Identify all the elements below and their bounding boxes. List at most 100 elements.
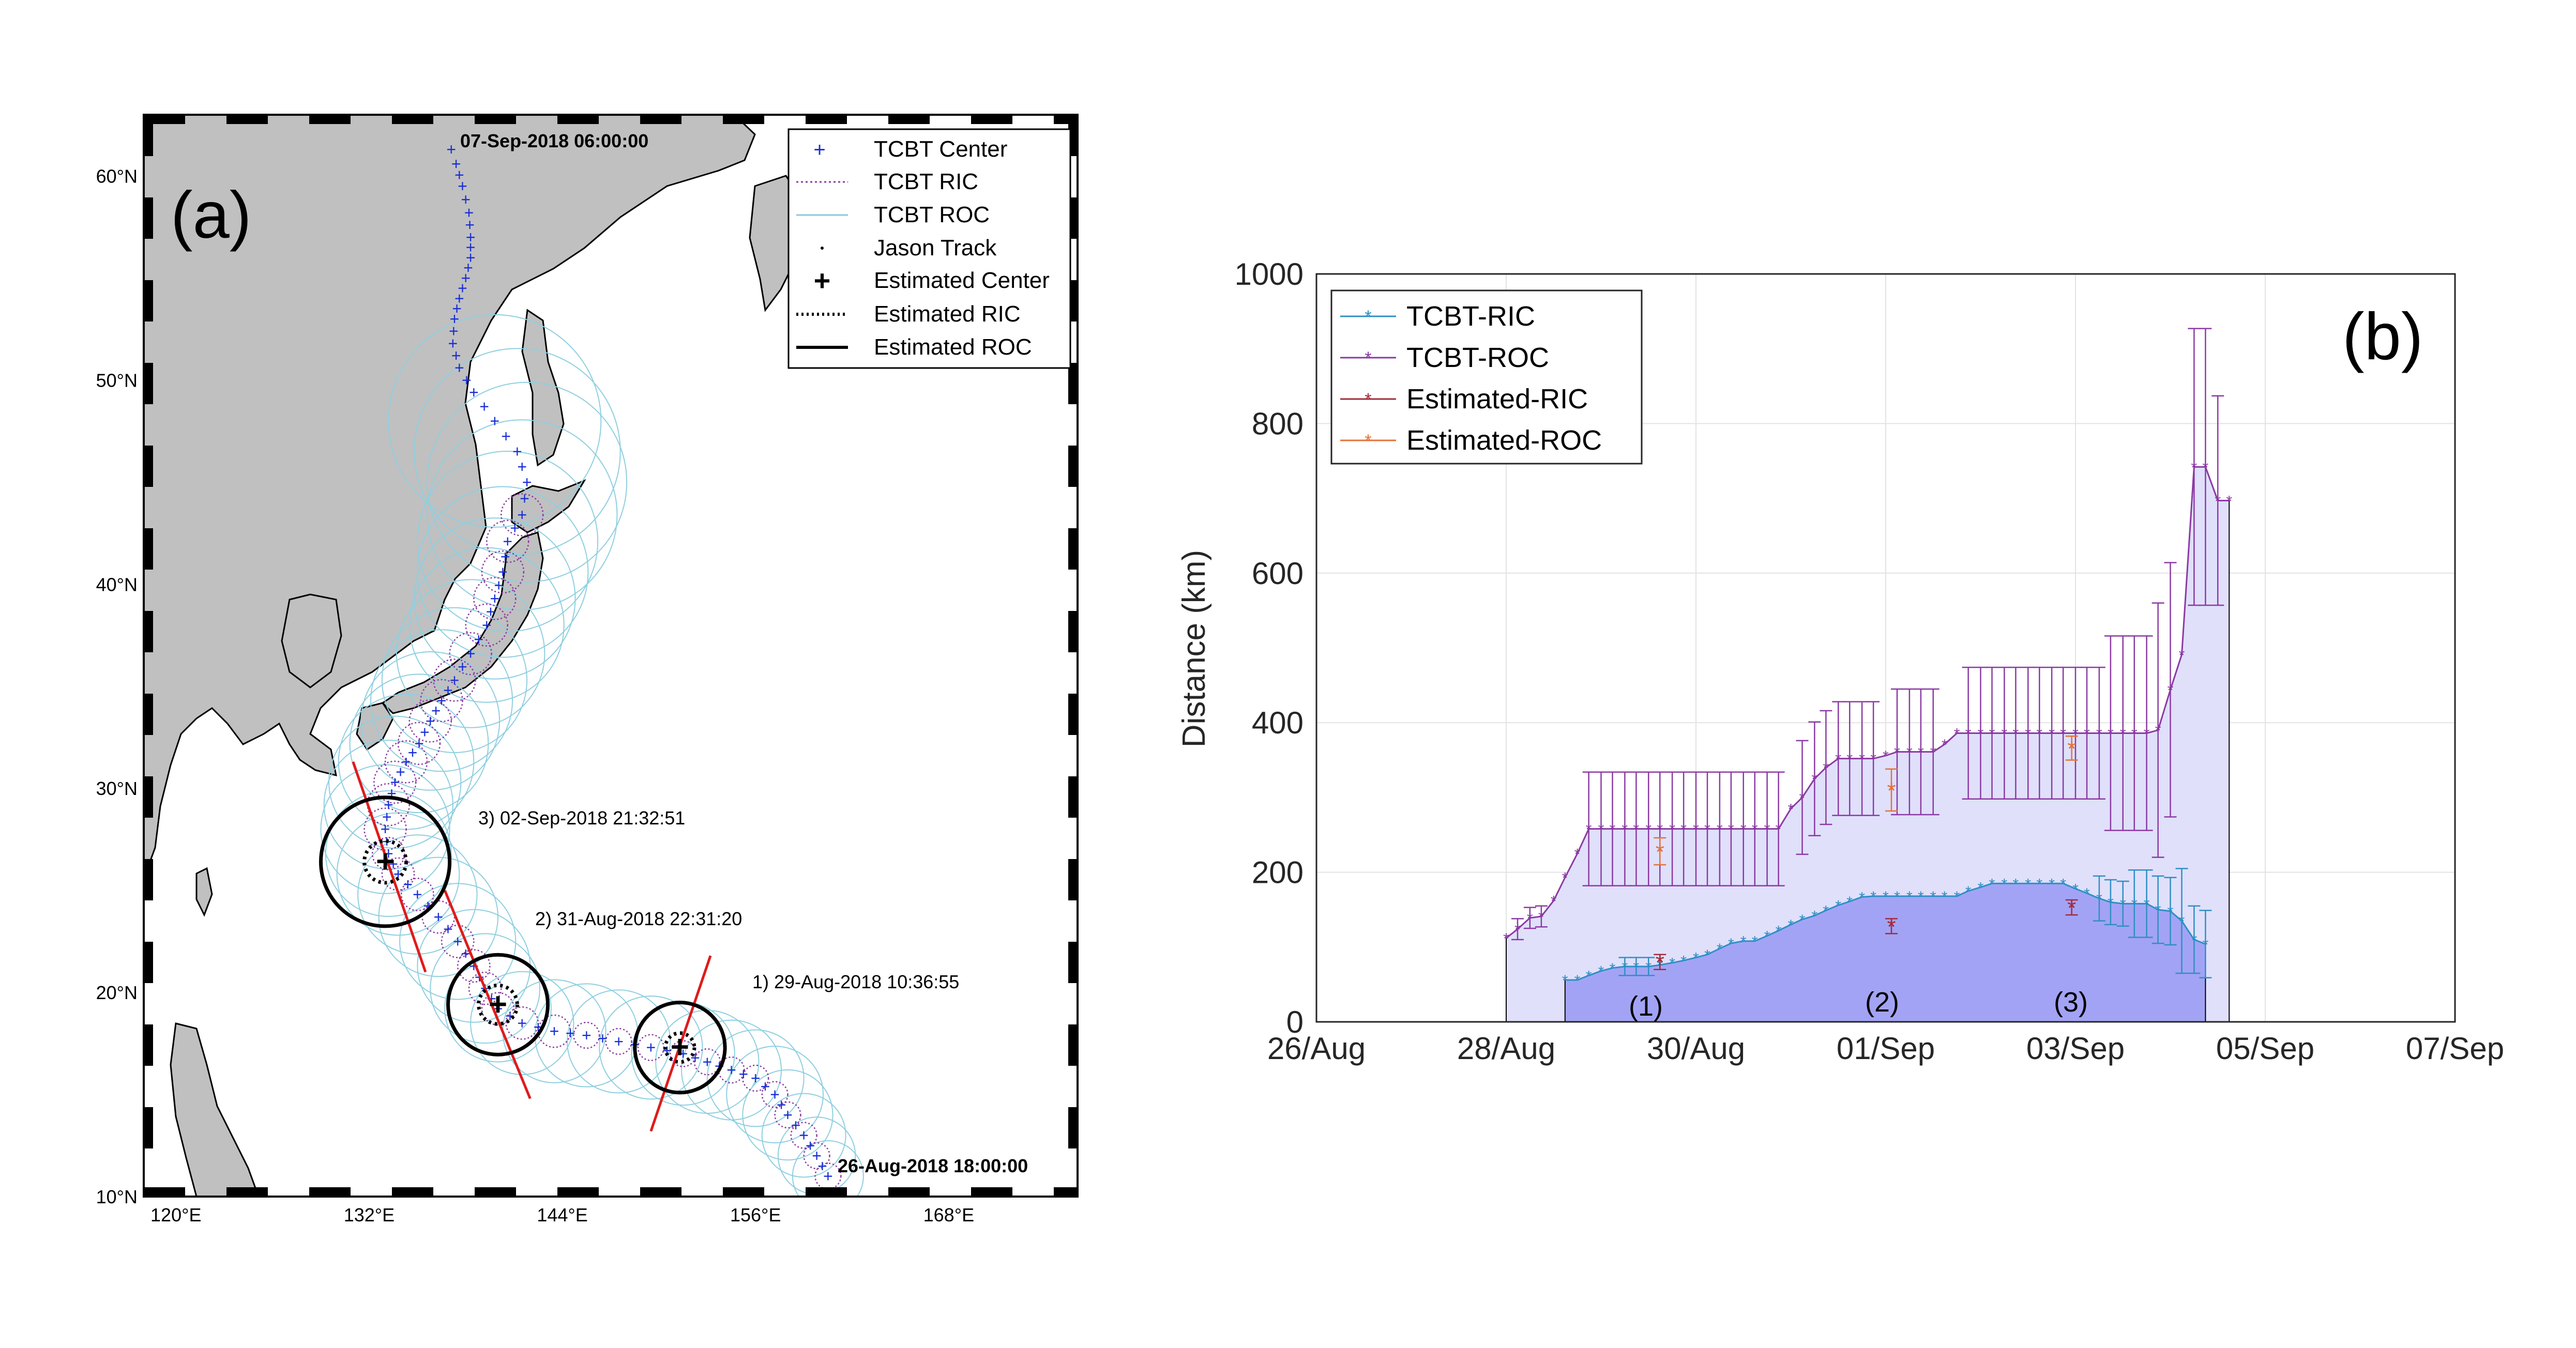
point-marker: * — [2155, 723, 2161, 740]
panel-b-label: (b) — [2342, 300, 2423, 374]
annotation-start-time: 26-Aug-2018 18:00:00 — [838, 1155, 1028, 1176]
estimated-ric-circle — [663, 1031, 696, 1064]
point-marker: * — [1930, 889, 1936, 906]
tcbt-center-marker: + — [761, 1077, 770, 1096]
plot-y-tick: 400 — [1252, 706, 1304, 740]
frame-segment-top — [723, 115, 764, 124]
legend-star-est-ric: * — [1365, 390, 1371, 409]
frame-segment-left — [144, 446, 153, 487]
tcbt-ric-circle — [481, 550, 525, 594]
point-marker: * — [1598, 963, 1604, 981]
tcbt-roc-circle — [742, 1069, 834, 1161]
point-marker: * — [1799, 790, 1806, 807]
point-marker: * — [2120, 896, 2126, 913]
point-marker: * — [2072, 725, 2079, 742]
frame-segment-bottom — [723, 1187, 764, 1197]
frame-segment-left — [144, 942, 153, 983]
frame-segment-left — [144, 776, 153, 818]
point-marker: * — [2144, 896, 2150, 913]
frame-segment-left — [144, 197, 153, 239]
annotation-end-time: 07-Sep-2018 06:00:00 — [460, 130, 648, 151]
legend-star-tcbt-roc: * — [1365, 348, 1371, 368]
point-marker: * — [1835, 751, 1841, 768]
point-marker: * — [2049, 725, 2055, 742]
point-marker: * — [2108, 894, 2114, 911]
tcbt-roc-circle — [706, 1029, 805, 1127]
point-marker: * — [2025, 725, 2031, 742]
point-marker: * — [2168, 903, 2174, 921]
point-marker: * — [1788, 801, 1794, 818]
map-x-tick-labels: 120°E 132°E 144°E 156°E 168°E — [150, 1204, 974, 1226]
tcbt-center-marker: + — [566, 1024, 575, 1043]
point-marker: * — [1622, 959, 1628, 976]
point-marker: * — [2084, 885, 2090, 902]
tcbt-center-marker: + — [458, 657, 467, 676]
point-marker: * — [1752, 821, 1758, 838]
tcbt-center-marker: + — [396, 763, 405, 782]
legend-est-roc-label: Estimated-ROC — [1406, 425, 1602, 456]
point-marker: * — [1846, 894, 1853, 911]
point-marker: * — [1823, 902, 1829, 920]
tcbt-ric-circle — [384, 740, 428, 784]
tcbt-center-marker: + — [451, 346, 461, 365]
tcbt-center-marker: + — [517, 1014, 527, 1032]
region-label-2: (2) — [1865, 987, 1899, 1018]
plot-y-tick: 600 — [1252, 556, 1304, 591]
tcbt-ric-circle — [537, 1014, 571, 1048]
point-marker: * — [1965, 883, 1972, 900]
point-marker: * — [1870, 889, 1876, 906]
tcbt-roc-circle — [349, 673, 489, 814]
tcbt-center-marker: + — [799, 1126, 809, 1145]
tcbt-ric-circle — [449, 632, 492, 676]
frame-segment-left — [144, 1024, 153, 1066]
tcbt-center-marker: + — [454, 165, 464, 184]
plot-y-tick: 0 — [1286, 1005, 1304, 1039]
plot-x-tick: 07/Sep — [2406, 1031, 2504, 1066]
japan-honshu — [381, 531, 544, 714]
estimated-roc-circle — [633, 1001, 727, 1095]
tcbt-ric-circle — [803, 1142, 830, 1170]
point-marker: * — [2013, 876, 2019, 893]
point-marker: * — [2036, 725, 2042, 742]
estimated-center-marker: + — [489, 987, 507, 1022]
point-marker: * — [1693, 821, 1699, 838]
legend-est-ric-label: Estimated-RIC — [1406, 384, 1588, 415]
point-marker: * — [1645, 821, 1651, 838]
frame-segment-left — [144, 280, 153, 321]
sakhalin — [521, 309, 565, 467]
plot-y-tick-labels: 0 200 400 600 800 1000 — [1235, 257, 1304, 1039]
tcbt-center-marker: + — [517, 457, 527, 476]
tcbt-center-marker: + — [474, 630, 483, 649]
point-marker: * — [2002, 725, 2008, 742]
tcbt-center-marker: + — [461, 269, 471, 287]
point-marker: * — [1887, 914, 1896, 940]
point-marker: * — [2168, 682, 2174, 699]
legend-estimated-roc: Estimated ROC — [874, 334, 1032, 360]
frame-segment-top — [309, 115, 351, 124]
tcbt-center-marker: + — [469, 383, 479, 402]
tcbt-ric-circle — [501, 493, 544, 537]
tcbt-ric-circle — [669, 1040, 697, 1067]
point-marker: * — [1954, 889, 1960, 906]
jason-track-line — [352, 761, 427, 973]
series-line-tcbt-roc — [1506, 466, 2230, 939]
tcbt-roc-circle — [599, 995, 703, 1100]
tcbt-roc-circle — [470, 971, 574, 1075]
map-y-tick-labels: 10°N 20°N 30°N 40°N 50°N 60°N — [96, 165, 138, 1207]
tcbt-center-marker: + — [817, 1157, 827, 1175]
point-marker: * — [2060, 725, 2066, 742]
frame-segment-top — [475, 115, 516, 124]
frame-segment-right — [1068, 776, 1078, 818]
map-legend-box — [787, 128, 1071, 369]
plot-y-axis-label: Distance (km) — [1176, 550, 1212, 747]
legend-jason-track: Jason Track — [874, 235, 997, 261]
tcbt-center-marker: + — [614, 1032, 624, 1051]
point-marker: * — [1812, 771, 1818, 788]
plot-x-tick: 01/Sep — [1837, 1031, 1935, 1066]
tcbt-center-marker: + — [598, 1029, 608, 1048]
point-marker: * — [2025, 876, 2031, 893]
point-marker: * — [2002, 876, 2008, 893]
region-label-3: (3) — [2054, 987, 2088, 1018]
frame-segment-bottom — [888, 1187, 930, 1197]
